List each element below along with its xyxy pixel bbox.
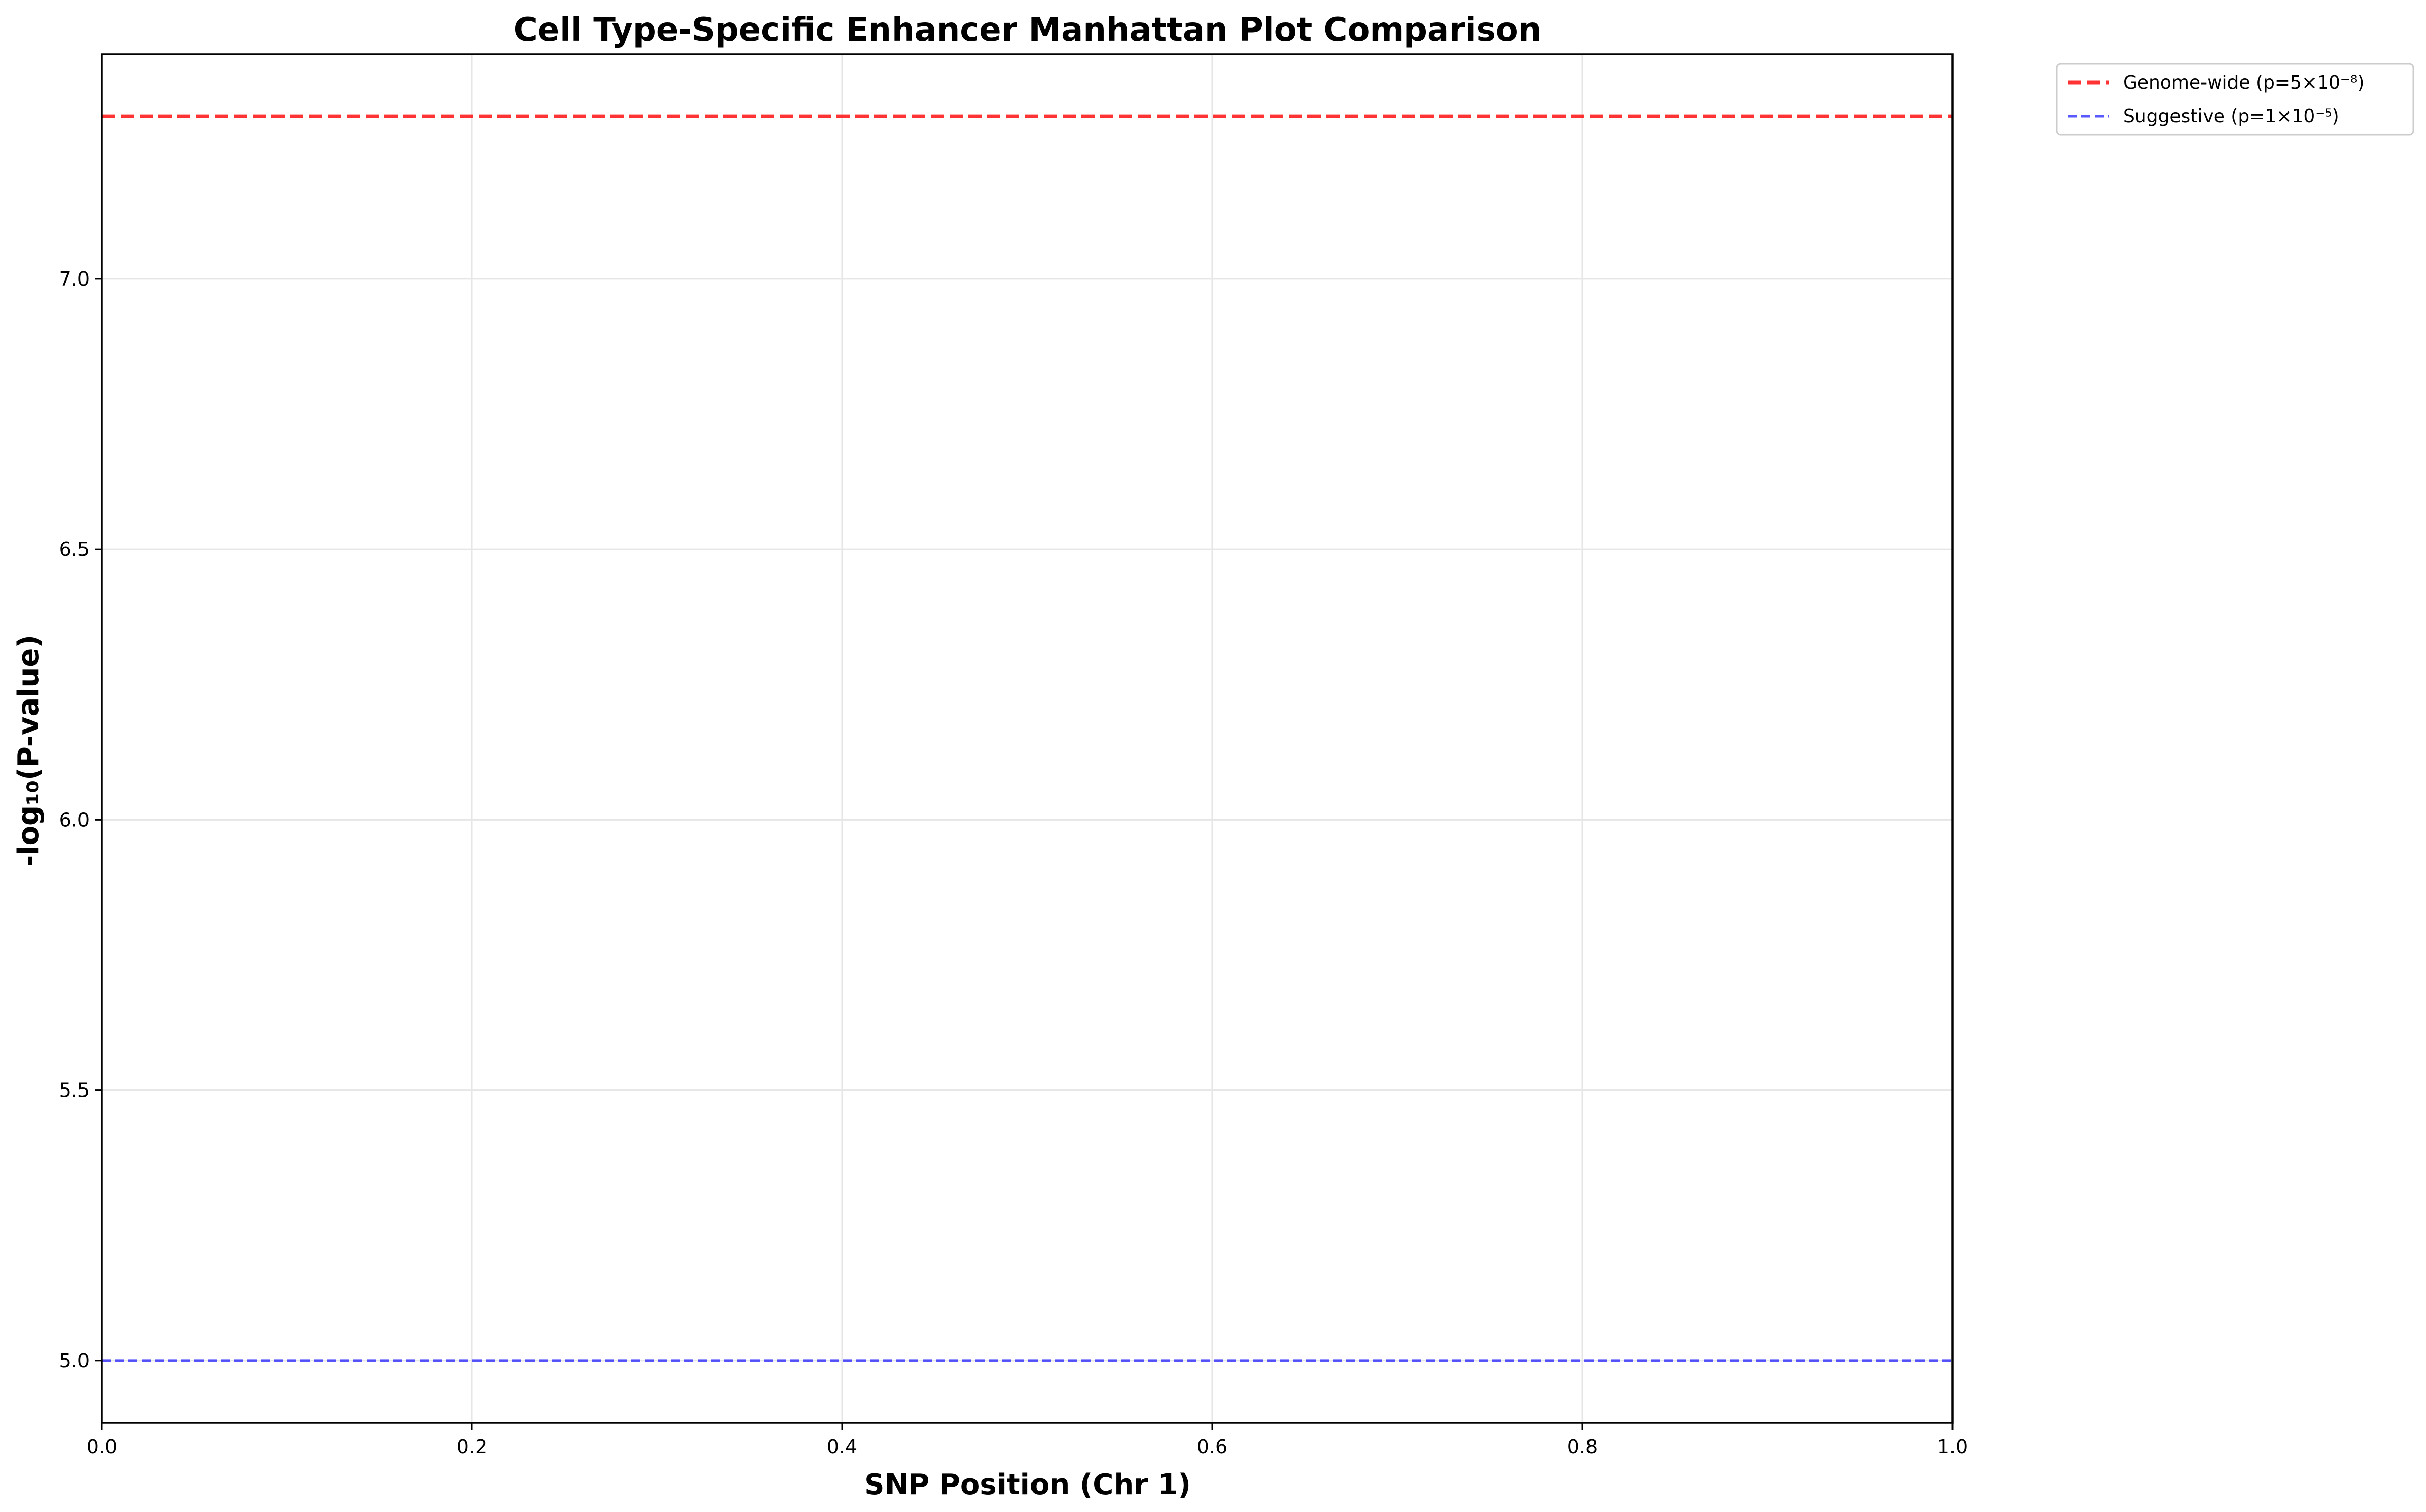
grid-lines <box>101 54 1954 1423</box>
reference-lines <box>102 114 1953 1362</box>
y-tick-label: 5.0 <box>59 1350 90 1372</box>
x-axis-label: SNP Position (Chr 1) <box>864 1468 1191 1501</box>
y-axis-label: -log₁₀(P-value) <box>12 635 45 867</box>
x-tick-label: 0.4 <box>827 1436 857 1458</box>
y-tick-label: 7.0 <box>59 268 90 290</box>
x-tick-label: 0.2 <box>457 1436 487 1458</box>
y-tick-label: 6.5 <box>59 538 90 561</box>
x-tick-label: 0.8 <box>1567 1436 1598 1458</box>
y-tick-label: 6.0 <box>59 808 90 831</box>
x-tick-label: 0.0 <box>87 1436 117 1458</box>
plot-area-frame <box>101 53 1954 1424</box>
y-axis-ticks: 5.0 5.5 6.0 6.5 7.0 <box>59 268 102 1372</box>
x-tick-label: 1.0 <box>1937 1436 1968 1458</box>
x-tick-label: 0.6 <box>1197 1436 1228 1458</box>
legend-box <box>2056 63 2414 136</box>
x-axis-ticks: 0.0 0.2 0.4 0.6 0.8 1.0 <box>87 1423 1968 1458</box>
legend: Genome-wide (p=5×10⁻⁸) Suggestive (p=1×10… <box>2056 63 2414 136</box>
y-tick-label: 5.5 <box>59 1079 90 1102</box>
chart-title: Cell Type-Specific Enhancer Manhattan Pl… <box>514 11 1542 49</box>
legend-suggestive-label: Suggestive (p=1×10⁻⁵) <box>2123 106 2339 127</box>
legend-genome-wide-label: Genome-wide (p=5×10⁻⁸) <box>2123 72 2364 93</box>
